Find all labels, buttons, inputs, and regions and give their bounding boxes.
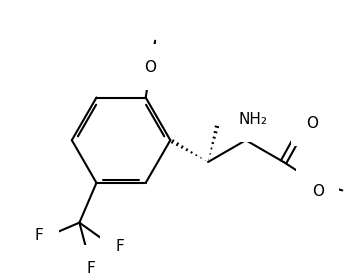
Text: NH₂: NH₂ [238, 112, 267, 127]
Text: O: O [312, 184, 324, 199]
Text: F: F [115, 239, 124, 254]
Text: F: F [86, 261, 95, 274]
Text: O: O [144, 60, 156, 75]
Text: F: F [35, 229, 43, 243]
Text: O: O [306, 116, 318, 131]
